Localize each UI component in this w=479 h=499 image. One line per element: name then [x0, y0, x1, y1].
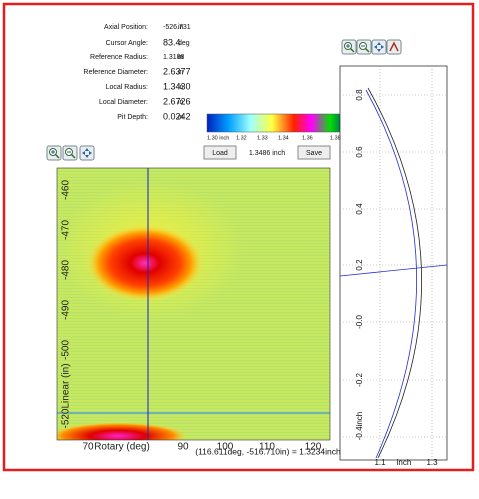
- pan-button[interactable]: [371, 39, 387, 55]
- info-label: Local Diameter:: [99, 99, 148, 106]
- info-value: 83.4: [163, 37, 181, 47]
- info-label: Pit Depth:: [117, 114, 148, 121]
- x-tick-label: 100: [217, 442, 234, 453]
- zoom-out-glyph: [364, 47, 370, 53]
- y-tick-label: -470: [61, 220, 72, 240]
- info-value: 2.6726: [163, 96, 191, 106]
- colorbar-label: 1.38: [330, 135, 341, 141]
- zoom-out-glyph: [70, 153, 76, 159]
- info-value: 1.3188: [163, 54, 185, 61]
- heatmap-bottom-pit: [57, 422, 188, 440]
- measured-profile: [365, 89, 417, 459]
- info-unit: in: [178, 69, 184, 76]
- y-tick-label: -520Linear (in): [61, 363, 72, 428]
- colorbar-label: 1.33: [257, 135, 268, 141]
- x-tick-label: 120: [305, 442, 322, 453]
- info-label: Axial Position:: [104, 24, 148, 31]
- zoom-in-glyph: [54, 153, 60, 159]
- zoom-in-glyph: [349, 47, 355, 53]
- info-value: -526.731: [163, 24, 191, 31]
- pan-button[interactable]: [79, 145, 95, 161]
- info-label: Reference Radius:: [90, 54, 148, 61]
- x-tick-label: 90: [177, 442, 189, 453]
- x-tick-label: 70: [82, 442, 94, 453]
- load-button[interactable]: [203, 145, 237, 160]
- info-unit: in: [178, 84, 184, 91]
- y-tick-label: 0.6: [355, 146, 364, 158]
- y-tick-label: -0.2: [355, 373, 364, 387]
- y-tick-label: -0.0: [355, 315, 364, 329]
- info-value: 1.3430: [163, 81, 191, 91]
- info-value: 2.6377: [163, 66, 191, 76]
- y-tick-label: 0.2: [355, 259, 364, 271]
- heatmap-frame: [56, 167, 331, 441]
- x-tick-label: Rotary (deg): [94, 442, 150, 453]
- info-label: Cursor Angle:: [106, 40, 148, 47]
- reference-profile: [367, 87, 423, 459]
- value-readout: 1.3486 inch: [249, 150, 285, 157]
- colorbar-label: 1.30 inch: [207, 135, 229, 141]
- frame-border: [2, 2, 475, 472]
- y-tick-label: -480: [61, 260, 72, 280]
- y-tick-label: -0.4inch: [355, 412, 364, 440]
- pan-glyph: [82, 148, 92, 158]
- info-unit: in: [178, 24, 184, 31]
- colorbar-label: 1.34: [278, 135, 289, 141]
- y-tick-label: -460: [61, 180, 72, 200]
- color-bar: [206, 113, 353, 133]
- load-label[interactable]: Load: [212, 150, 228, 157]
- y-tick-label: -500: [61, 340, 72, 360]
- info-unit: in: [178, 114, 184, 121]
- colorbar-label: 1.36: [302, 135, 313, 141]
- y-tick-label: 0.4: [355, 203, 364, 215]
- heatmap: [57, 168, 330, 440]
- reset-glyph: [389, 41, 399, 52]
- profile-frame: [339, 65, 448, 461]
- x-tick-label: 1.3: [426, 458, 438, 467]
- save-button[interactable]: [297, 145, 331, 160]
- x-tick-label: inch: [397, 458, 412, 467]
- info-value: 0.0242: [163, 111, 191, 121]
- y-tick-label: -490: [61, 300, 72, 320]
- info-label: Reference Diameter:: [83, 69, 148, 76]
- save-label[interactable]: Save: [306, 150, 322, 157]
- colorbar-label: 1.32: [236, 135, 247, 141]
- info-unit: in: [178, 99, 184, 106]
- status-readout: (116.611deg, -516.710in) = 1.3234inch: [195, 446, 341, 456]
- info-unit: in: [178, 54, 184, 61]
- cursor-line: [339, 264, 448, 277]
- x-tick-label: 1.1: [374, 458, 386, 467]
- info-label: Local Radius:: [106, 84, 148, 91]
- heatmap-pit: [87, 225, 203, 301]
- pan-glyph: [374, 42, 384, 52]
- x-tick-label: 110: [259, 442, 275, 453]
- profile-plot: [339, 65, 448, 461]
- y-tick-label: 0.8: [355, 89, 364, 101]
- info-unit: deg: [178, 40, 190, 47]
